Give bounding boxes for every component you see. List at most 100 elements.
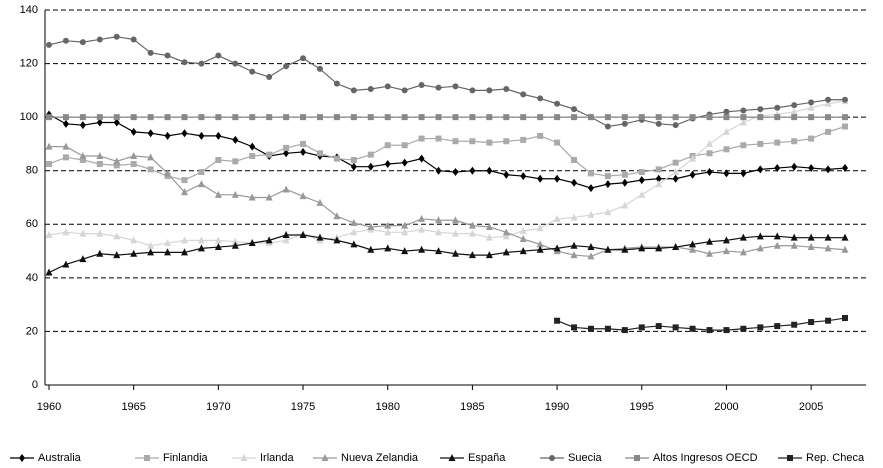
legend-marker [448, 454, 456, 461]
point [79, 121, 86, 130]
point [468, 221, 476, 229]
point [350, 218, 358, 226]
point [469, 138, 476, 145]
point [232, 135, 239, 144]
legend-marker [321, 454, 329, 461]
point [468, 229, 476, 237]
point [147, 49, 154, 56]
point [756, 244, 764, 252]
point [706, 150, 713, 157]
series-line [48, 234, 845, 274]
point [164, 114, 171, 121]
point [316, 114, 323, 121]
point [485, 222, 493, 230]
point [672, 168, 680, 176]
point [401, 247, 409, 255]
point [79, 39, 86, 46]
point [553, 214, 561, 222]
point [503, 170, 510, 179]
point [638, 176, 645, 185]
legend-label: Australia [38, 452, 82, 464]
y-tick-label: 140 [20, 4, 38, 16]
point [333, 114, 340, 121]
point [418, 114, 425, 121]
point [401, 142, 408, 149]
point [739, 118, 747, 126]
point [655, 180, 663, 188]
point [214, 243, 222, 251]
point [96, 229, 104, 237]
point [791, 162, 798, 171]
point [282, 231, 290, 238]
point [181, 59, 188, 66]
point [282, 236, 290, 244]
point [316, 233, 324, 241]
point [401, 221, 409, 229]
x-tick-label: 1995 [630, 401, 654, 413]
point [638, 324, 645, 331]
point [740, 325, 747, 332]
x-tick-label: 1985 [460, 401, 484, 413]
point [503, 138, 510, 145]
point [164, 248, 172, 256]
series-line [48, 100, 846, 247]
point [96, 118, 103, 127]
point [266, 73, 273, 80]
point [79, 229, 87, 237]
point [469, 166, 476, 175]
point [451, 229, 459, 237]
point [333, 80, 340, 87]
point [248, 239, 256, 247]
point [96, 161, 103, 168]
point [638, 190, 646, 198]
point [266, 114, 273, 121]
point [299, 231, 307, 238]
point [773, 232, 781, 240]
point [807, 103, 815, 111]
point [62, 37, 69, 44]
point [536, 240, 544, 248]
point [130, 127, 137, 136]
point [791, 138, 798, 145]
point [655, 166, 662, 173]
point [503, 114, 510, 121]
point [808, 164, 815, 173]
point [638, 169, 645, 176]
point [825, 317, 832, 324]
point [825, 165, 832, 174]
point [672, 159, 679, 166]
point [486, 139, 493, 146]
point [587, 252, 595, 260]
point [197, 236, 205, 244]
point [62, 228, 70, 236]
point [435, 228, 443, 236]
point [689, 325, 696, 332]
point [841, 233, 849, 241]
point [757, 114, 764, 121]
point [537, 174, 544, 183]
point [570, 241, 578, 249]
point [774, 114, 781, 121]
point [537, 132, 544, 139]
point [502, 228, 510, 236]
point [824, 233, 832, 241]
y-tick-label: 100 [20, 111, 38, 123]
point [96, 114, 103, 121]
point [113, 232, 121, 240]
point [536, 245, 544, 253]
legend-marker [240, 454, 248, 461]
point [790, 107, 798, 115]
point [469, 87, 476, 94]
point [198, 169, 205, 176]
point [418, 225, 426, 233]
point [655, 244, 663, 252]
point [537, 114, 544, 121]
point [401, 114, 408, 121]
point [282, 185, 290, 193]
point [384, 142, 391, 149]
point [113, 33, 120, 40]
point [655, 120, 662, 127]
point [198, 114, 205, 121]
point [689, 245, 697, 253]
point [790, 241, 798, 249]
